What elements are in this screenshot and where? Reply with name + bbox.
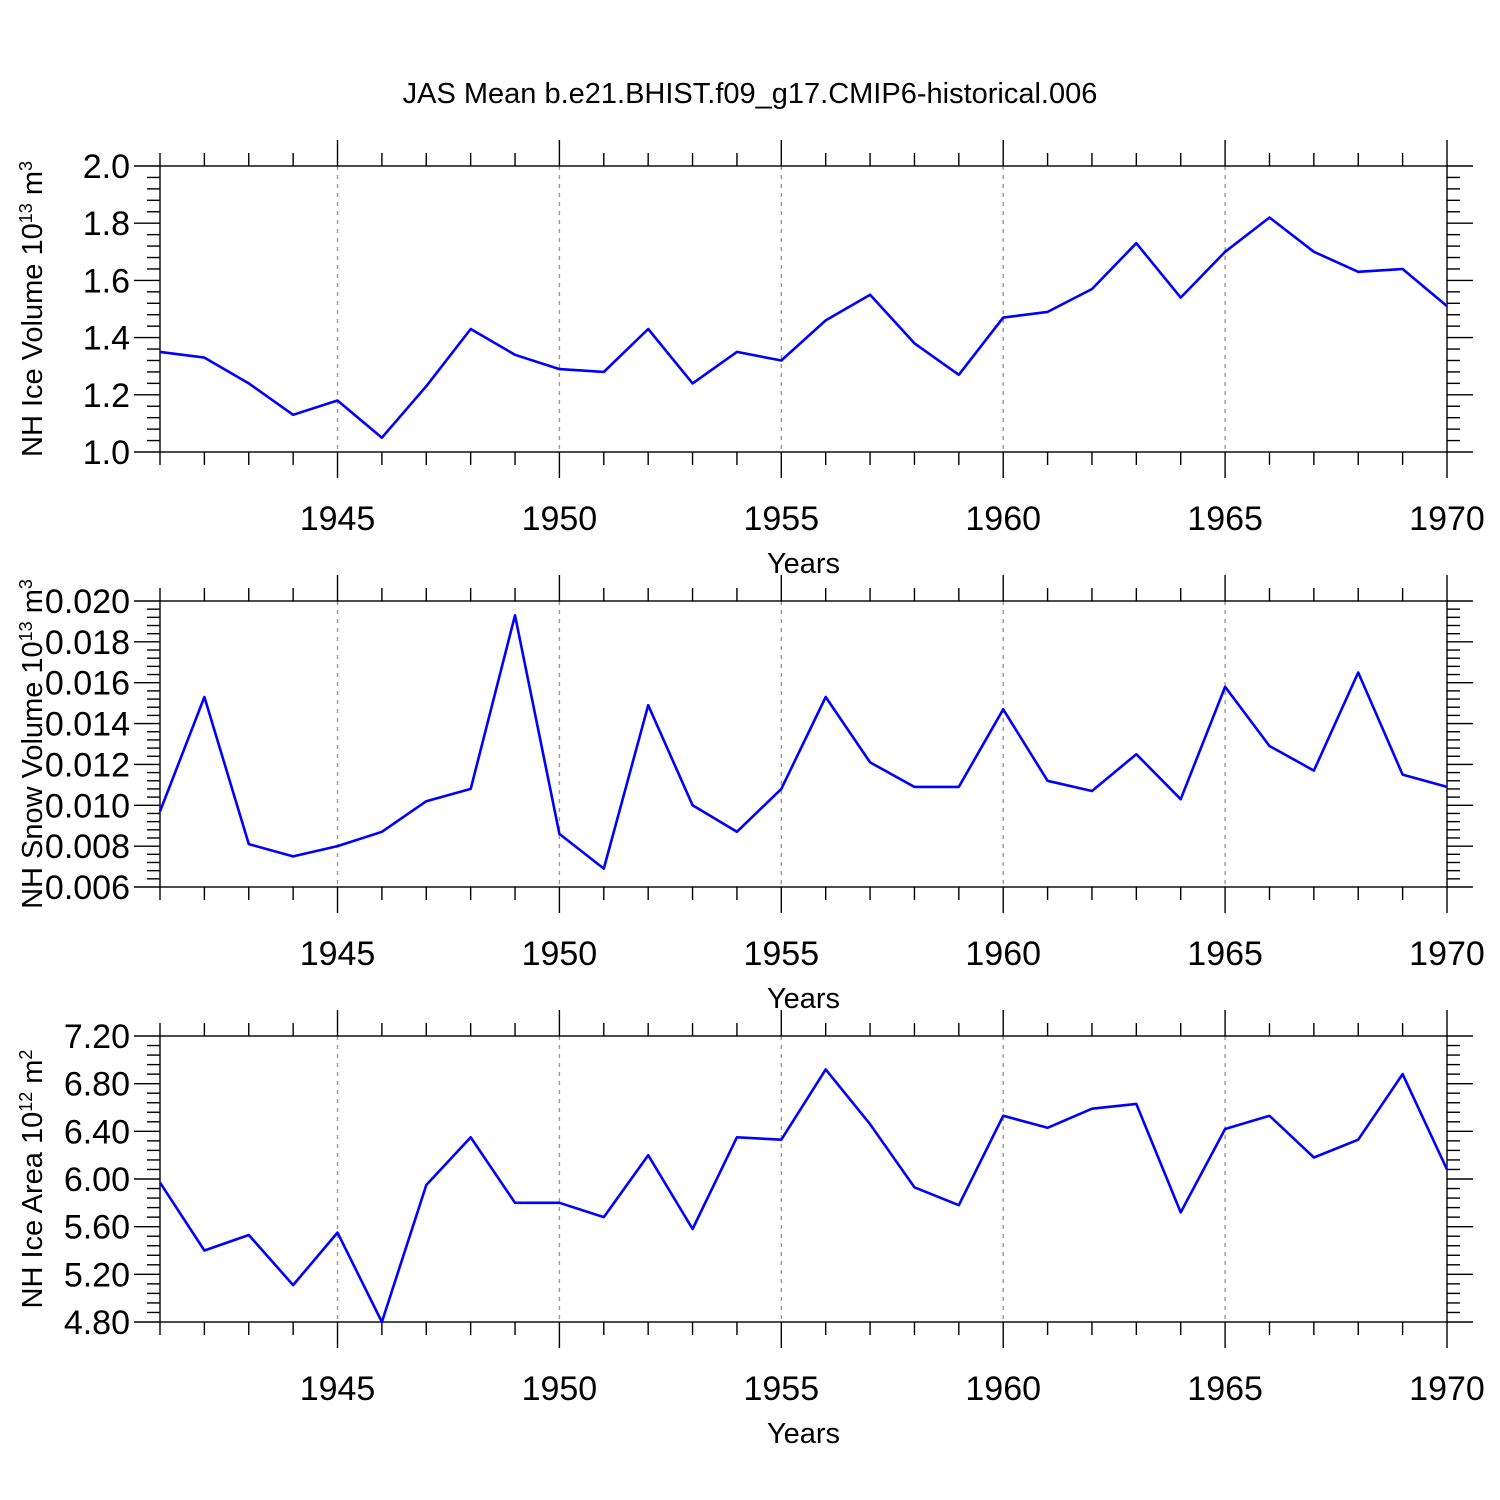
panel-2: 1945 1950 1955 1960 1965 1970Years0.0060.0080… xyxy=(16,575,1485,1015)
x-tick-label: 1960 xyxy=(965,500,1041,538)
x-tick-label: 1960 xyxy=(965,935,1041,973)
y-tick-label: 0.020 xyxy=(45,583,130,621)
x-tick-label: 1965 xyxy=(1187,500,1263,538)
x-axis-label: Years xyxy=(767,983,840,1015)
x-tick-label: 1965 xyxy=(1187,935,1263,973)
y-tick-label: 0.006 xyxy=(45,869,130,907)
y-tick-label: 1.6 xyxy=(83,262,130,300)
plot-frame xyxy=(159,1035,1448,1323)
y-tick-label: 1.4 xyxy=(83,320,130,358)
x-tick-label: 1970 xyxy=(1409,935,1485,973)
y-tick-label: 1.2 xyxy=(83,377,130,415)
panel-3: 1945 1950 1955 1960 1965 1970 Years 4.80 5.20 5.6… xyxy=(16,1010,1485,1450)
y-tick-label: 1.0 xyxy=(83,434,130,472)
x-tick-label: 1955 xyxy=(743,935,819,973)
x-tick-label: 1950 xyxy=(522,1370,598,1408)
x-tick-label: 1970 xyxy=(1409,500,1485,538)
y-tick-label: 2.0 xyxy=(83,148,130,186)
x-tick-label: 1965 xyxy=(1187,1370,1263,1408)
y-tick-label: 6.00 xyxy=(64,1161,130,1199)
y-tick-label: 0.016 xyxy=(45,665,130,703)
x-tick-label: 1945 xyxy=(300,500,376,538)
x-tick-label: 1955 xyxy=(743,1370,819,1408)
series-line xyxy=(159,216,1448,440)
x-tick-label: 1945 xyxy=(300,1370,376,1408)
plot-frame xyxy=(159,600,1448,888)
panel-1: 1945 1950 1955 1960 1965 1970 Years 1.0 1.2 1.4 1.… xyxy=(16,140,1485,580)
y-tick-label: 0.010 xyxy=(45,787,130,825)
series-line xyxy=(158,613,1448,870)
x-tick-label: 1950 xyxy=(522,935,598,973)
x-tick-label: 1955 xyxy=(743,500,819,538)
x-axis-label: Years xyxy=(767,548,840,580)
x-tick-label: 1970 xyxy=(1409,1370,1485,1408)
series-line xyxy=(158,1068,1449,1324)
y-tick-label: 4.80 xyxy=(64,1304,130,1342)
x-tick-label: 1950 xyxy=(522,500,598,538)
y-tick-label: 7.20 xyxy=(64,1018,130,1056)
panels: 1945 1950 1955 1960 1965 1970 Years 1.0 1.2 1.4 1.… xyxy=(16,140,1485,1450)
plot-frame xyxy=(159,165,1448,453)
x-axis-label: Years xyxy=(767,1418,840,1450)
y-axis-label: NH Ice Area 1012 m2 xyxy=(16,1050,49,1309)
y-tick-label: 5.60 xyxy=(64,1209,130,1247)
y-axis-label: NH Ice Volume 1013 m3 xyxy=(16,161,49,457)
y-tick-label: 6.80 xyxy=(64,1066,130,1104)
y-tick-label: 5.20 xyxy=(64,1256,130,1294)
y-tick-label: 6.40 xyxy=(64,1113,130,1151)
y-tick-label: 0.018 xyxy=(45,624,130,662)
chart-title: JAS Mean b.e21.BHIST.f09_g17.CMIP6-histo… xyxy=(403,78,1098,110)
y-axis-label: NH Snow Volume 1013 m3 xyxy=(16,579,49,909)
x-tick-label: 1960 xyxy=(965,1370,1041,1408)
x-tick-label: 1945 xyxy=(300,935,376,973)
y-tick-label: 0.014 xyxy=(45,706,130,744)
y-tick-label: 1.8 xyxy=(83,205,130,243)
y-tick-label: 0.012 xyxy=(45,746,130,784)
y-tick-label: 0.008 xyxy=(45,828,130,866)
